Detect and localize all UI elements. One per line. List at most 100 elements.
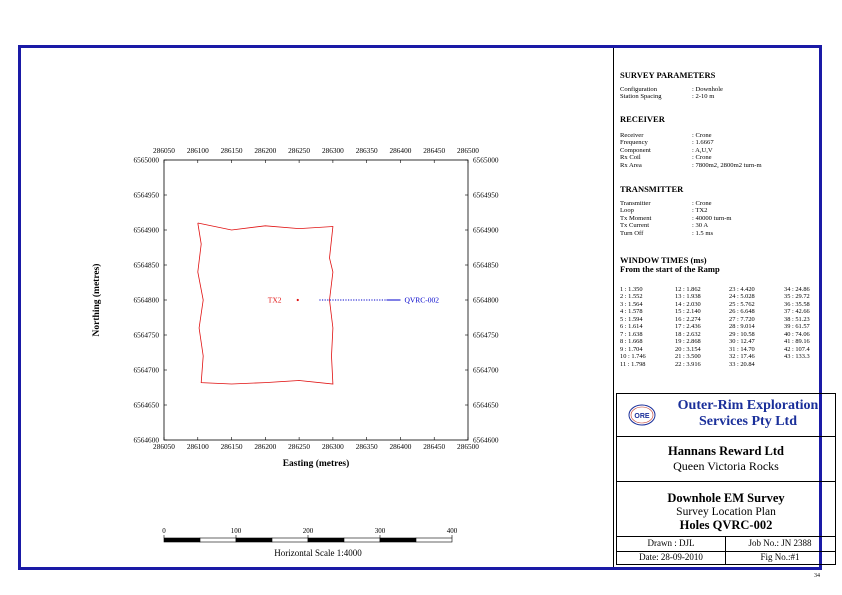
scale-bar-label: 400	[447, 527, 458, 535]
logo-text: ORE	[634, 413, 650, 420]
x-tick-label-top: 286250	[288, 146, 310, 155]
scale-bar-segment	[163, 537, 201, 543]
window-time-entry: 39 : 61.57	[784, 323, 810, 331]
project-name: Queen Victoria Rocks	[673, 459, 779, 473]
loop-tx2-outline	[197, 222, 334, 385]
y-tick-label-left: 6565000	[133, 156, 159, 165]
window-time-entry: 21 : 3.500	[675, 353, 701, 361]
x-tick-label-top: 286350	[356, 146, 378, 155]
window-time-entry: 1 : 1.350	[620, 286, 643, 293]
param-row: Receiver: Crone	[620, 132, 712, 139]
x-tick-label-top: 286050	[153, 146, 175, 155]
x-tick-label-top: 286300	[322, 146, 344, 155]
window-time-entry: 34 : 24.86	[784, 286, 810, 293]
param-row: Configuration: Downhole	[620, 86, 723, 93]
y-tick-label-left: 6564700	[133, 366, 159, 375]
window-time-entry: 42 : 107.4	[784, 345, 810, 353]
window-time-entry: 28 : 9.014	[729, 323, 755, 331]
plan-title: Survey Location Plan	[676, 506, 776, 518]
y-tick-label-right: 6564650	[473, 401, 499, 410]
param-row: Loop: TX2	[620, 207, 708, 215]
x-tick-label-top: 286500	[457, 146, 479, 155]
y-tick-label-right: 6564600	[473, 436, 499, 445]
window-times-column: 34 : 24.86 35 : 29.72 36 : 35.58 37 : 42.66…	[784, 286, 810, 361]
window-time-entry: 3 : 1.564	[620, 300, 643, 308]
y-tick-label-right: 6565000	[473, 156, 499, 165]
param-row: Frequency: 1.6667	[620, 139, 714, 147]
param-row: Station Spacing: 2-10 m	[620, 93, 715, 101]
company-logo-icon: ORE	[628, 404, 656, 426]
drawn-by: Drawn : DJL	[617, 536, 726, 551]
window-time-entry: 14 : 2.030	[675, 300, 701, 308]
window-time-entry: 22 : 3.916	[675, 360, 701, 368]
window-times-column: 12 : 1.862 13 : 1.938 14 : 2.030 15 : 2.140…	[675, 286, 701, 368]
x-tick-label-top: 286100	[187, 146, 209, 155]
y-tick-label-left: 6564800	[133, 296, 159, 305]
receiver-list: Receiver: Crone Frequency: 1.6667 Compon…	[620, 132, 762, 169]
scale-bar-segment	[271, 537, 309, 543]
scale-caption: Horizontal Scale 1:4000	[274, 548, 362, 558]
x-tick-label-bottom: 286400	[389, 442, 411, 451]
window-times-subheading: From the start of the Ramp	[620, 264, 720, 274]
window-time-entry: 37 : 42.66	[784, 308, 810, 316]
window-time-entry: 32 : 17.46	[729, 353, 755, 361]
y-tick-label-right: 6564750	[473, 331, 499, 340]
window-times-column: 23 : 4.420 24 : 5.028 25 : 5.762 26 : 6.648…	[729, 286, 755, 368]
y-tick-label-left: 6564900	[133, 226, 159, 235]
window-times-heading: WINDOW TIMES (ms)	[620, 255, 707, 265]
scale-bar-label: 300	[375, 527, 386, 535]
transmitter-title: TRANSMITTER	[620, 184, 684, 194]
scale-bar-segment	[307, 537, 345, 543]
y-tick-label-left: 6564950	[133, 191, 159, 200]
window-time-entry: 7 : 1.638	[620, 330, 643, 338]
x-tick-label-bottom: 286300	[322, 442, 344, 451]
window-time-entry: 43 : 133.3	[784, 353, 810, 361]
survey-parameters-list: Configuration: Downhole Station Spacing:…	[620, 86, 723, 101]
window-time-entry: 18 : 2.632	[675, 330, 701, 338]
y-tick-label-left: 6564750	[133, 331, 159, 340]
param-row: Tx Current: 30 A	[620, 222, 709, 230]
x-tick-label-bottom: 286500	[457, 442, 479, 451]
window-time-entry: 17 : 2.436	[675, 323, 701, 331]
loop-label: TX2	[268, 296, 282, 305]
holes-title: Holes QVRC-002	[679, 518, 773, 532]
window-time-entry: 15 : 2.140	[675, 308, 701, 316]
job-number: Job No.: JN 2388	[748, 538, 812, 548]
window-time-entry: 24 : 5.028	[729, 293, 755, 301]
window-time-entry: 12 : 1.862	[675, 286, 701, 293]
window-time-entry: 20 : 3.154	[675, 345, 701, 353]
x-tick-label-bottom: 286100	[187, 442, 209, 451]
drawing-frame: 286050 286050 286100 286100 286150 286150 2862…	[18, 45, 836, 570]
window-time-entry: 11 : 1.798	[620, 360, 646, 368]
y-tick-label-right: 6564900	[473, 226, 499, 235]
window-time-entry: 33 : 20.84	[729, 360, 755, 368]
window-times-title: WINDOW TIMES (ms) From the start of the …	[620, 256, 720, 274]
window-time-entry: 38 : 51.23	[784, 315, 810, 323]
scale-bar-segment	[379, 537, 417, 543]
param-row: Rx Area: 7800m2, 2800m2 turn-m	[620, 161, 762, 169]
client-name: Hannans Reward Ltd	[668, 444, 784, 458]
x-tick-label-bottom: 286450	[423, 442, 445, 451]
survey-block: Downhole EM Survey Survey Location Plan …	[617, 481, 835, 537]
window-time-entry: 40 : 74.06	[784, 330, 810, 338]
param-row: Turn Off: 1.5 ms	[620, 229, 714, 237]
receiver-title: RECEIVER	[620, 114, 665, 124]
client-block: Hannans Reward Ltd Queen Victoria Rocks	[617, 436, 835, 482]
drawing-date: Date: 28-09-2010	[617, 551, 726, 565]
param-row: Component: A,U,V	[620, 146, 713, 154]
window-time-entry: 31 : 14.70	[729, 345, 755, 353]
window-time-entry: 19 : 2.868	[675, 338, 701, 346]
param-row: Transmitter: Crone	[620, 200, 712, 207]
scale-bar-segment	[199, 537, 237, 543]
survey-parameters-title: SURVEY PARAMETERS	[620, 70, 716, 80]
y-tick-label-left: 6564850	[133, 261, 159, 270]
transmitter-list: Transmitter: Crone Loop: TX2 Tx Moment: …	[620, 200, 732, 237]
window-time-entry: 30 : 12.47	[729, 338, 755, 346]
scale-bar-label: 0	[162, 527, 166, 535]
window-time-entry: 25 : 5.762	[729, 300, 755, 308]
scale-bar-label: 100	[231, 527, 242, 535]
drillhole-label: QVRC-002	[404, 296, 439, 305]
page-number: 34	[814, 573, 820, 579]
window-time-entry: 6 : 1.614	[620, 323, 643, 331]
y-tick-label-right: 6564850	[473, 261, 499, 270]
